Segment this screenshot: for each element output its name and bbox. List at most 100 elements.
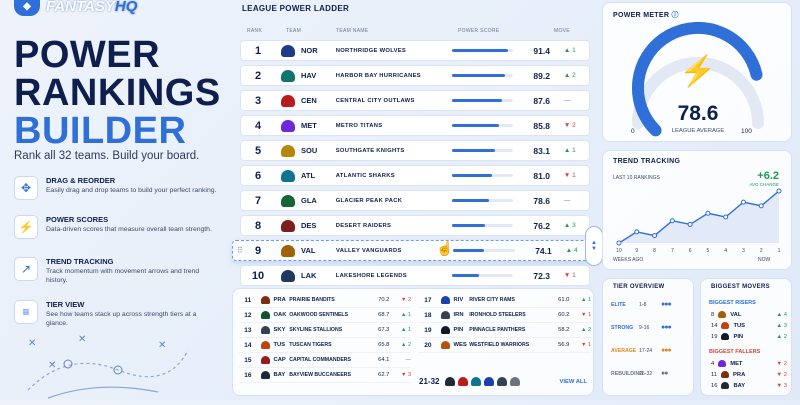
ladder-row[interactable]: 5 SOU SOUTHGATE KNIGHTS 83.1 ▲ 1 [240,140,590,161]
team-abbr: PRA [273,297,286,303]
ladder-row[interactable]: 10 LAK LAKESHORE LEGENDS 72.3 ▼ 1 [240,265,590,286]
lower-rank-row[interactable]: 20 WES WESTFIELD WARRIORS 56.9 ▼ 1 [419,338,591,353]
lower-rank-row[interactable]: 13 SKY SKYLINE STALLIONS 67.3 ▲ 1 [239,323,411,338]
power-score-bar [451,49,514,52]
team-helmet-icon [471,377,482,386]
lower-rank-row[interactable]: 11 PRA PRAIRIE BANDITS 70.2 ▼ 2 [239,293,411,308]
hero-line-1: POWER [14,34,161,76]
mover-row[interactable]: 4 MET ▼ 2 [711,360,787,367]
meter-value: 78.6 [677,102,719,125]
team-group-icon: ●●● [661,347,672,354]
ladder-row[interactable]: 8 DES DESERT RAIDERS 76.2 ▲ 3 [240,215,590,236]
tier-row: REBUILDING 25-32 ●● [611,370,691,377]
rank-number: 11 [711,371,718,378]
chevron-down-icon[interactable]: ▼ [591,246,597,252]
power-score-bar [451,99,514,102]
move-indicator: ▼ 1 [580,312,591,318]
move-indicator: ▲ 2 [400,342,411,348]
move-indicator: ▲ 2 [776,333,787,340]
team-abbr: HAV [301,71,317,80]
mover-row[interactable]: 19 PIN ▲ 2 [711,333,787,340]
trend-x-right: NOW [758,257,771,263]
mover-row[interactable]: 8 VAL ▲ 4 [711,311,787,318]
left-hero-panel: ◆ FANTASYHQ POWER RANKINGS BUILDER Rank … [0,0,225,400]
tier-name: REBUILDING [611,370,644,377]
team-abbr: TUS [273,342,286,348]
power-score-bar [451,124,514,127]
team-abbr: LAK [301,271,317,280]
lower-rank-row[interactable]: 19 PIN PINNACLE PANTHERS 58.2 ▲ 2 [419,323,591,338]
trend-point [652,233,658,239]
lower-rank-row[interactable]: 17 RIV RIVER CITY RAMS 61.0 ▲ 1 [419,293,591,308]
trend-point [740,199,746,205]
team-name: ATLANTIC SHARKS [335,172,395,179]
mover-row[interactable]: 14 TUS ▲ 3 [711,322,787,329]
team-abbr: PRA [733,371,746,378]
feature-title: TREND TRACKING [46,257,114,266]
hero-subtitle: Rank all 32 teams. Build your board. [14,150,200,162]
power-score: 64.1 [378,357,390,363]
feature-trend: ↗ TREND TRACKING Track momentum with move… [14,257,219,285]
meter-max: 100 [741,128,752,135]
move-indicator: ▼ 2 [776,371,787,378]
trend-point [758,203,764,209]
power-score-bar [452,249,515,252]
team-helmet-icon [281,269,295,282]
lower-rank-row[interactable]: 18 IRN IRONHOLD STEELERS 60.2 ▼ 1 [419,308,591,323]
ladder-row[interactable]: 6 ATL ATLANTIC SHARKS 81.0 ▼ 1 [240,165,590,186]
lower-rank-row[interactable]: 14 TUS TUSCAN TIGERS 65.8 ▲ 2 [239,338,411,353]
rank-number: 15 [244,356,252,364]
team-helmet-icon [721,333,730,340]
drag-handle-icon[interactable]: ⠿ [237,246,243,255]
brand-name: FANTASY [46,0,115,15]
power-score: 81.0 [533,170,550,181]
feature-desc: Easily drag and drop teams to build your… [46,187,217,194]
ladder-row[interactable]: 7 GLA GLACIER PEAK PACK 78.6 — [240,190,590,211]
lower-rank-row[interactable]: 15 CAP CAPITAL COMMANDERS 64.1 — [239,353,411,368]
chevron-up-icon[interactable]: ▲ [591,240,597,246]
team-name: RIVER CITY RAMS [469,297,515,303]
power-score-bar [451,74,514,77]
power-score: 67.3 [378,327,390,333]
trend-x-tick: 7 [671,248,674,254]
trend-point [687,221,693,227]
mover-row[interactable]: 11 PRA ▼ 2 [711,371,787,378]
rank-number: 19 [424,326,432,334]
trend-change-label: AVG CHANGE [749,182,779,187]
move-indicator: ▲ 4 [776,311,787,318]
rank-number: 3 [254,94,262,107]
rank-number: 13 [244,326,252,334]
view-all-link[interactable]: VIEW ALL [559,378,587,385]
ladder-row[interactable]: 2 HAV HARBOR BAY HURRICANES 89.2 ▲ 2 [240,65,590,86]
move-indicator: ▲ 4 [565,247,578,254]
team-helmet-icon [440,311,450,319]
team-helmet-icon [260,371,270,379]
lightning-icon: ⚡ [14,215,38,239]
hero-title: POWER RANKINGS BUILDER [14,36,221,150]
power-score: 72.3 [533,270,550,281]
team-helmet-icon [721,322,730,329]
team-abbr: OAK [273,312,287,318]
trend-subtitle: LAST 10 RANKINGS [613,175,660,181]
team-group-icon: ●●● [661,301,672,308]
power-score: 70.2 [378,297,390,303]
ladder-row[interactable]: 3 CEN CENTRAL CITY OUTLAWS 87.6 — [240,90,590,111]
ladder-row[interactable]: 1 NOR NORTHRIDGE WOLVES 91.4 ▲ 1 [240,40,590,61]
team-name: BAYVIEW BUCCANEERS [289,372,352,378]
lower-rank-row[interactable]: 16 BAY BAYVIEW BUCCANEERS 62.7 ▼ 3 [239,368,411,383]
brand-name-accent: HQ [114,0,138,15]
feature-title: DRAG & REORDER [46,176,116,185]
mover-row[interactable]: 16 BAY ▼ 3 [711,382,787,389]
team-name: PRAIRIE BANDITS [289,297,335,303]
team-name: CENTRAL CITY OUTLAWS [335,97,415,104]
power-score-fill [451,99,503,102]
ladder-row[interactable]: 4 MET METRO TITANS 85.8 ▼ 2 [240,115,590,136]
tier-name: ELITE [611,301,626,308]
lower-rank-row[interactable]: 12 OAK OAKWOOD SENTINELS 68.7 ▲ 1 [239,308,411,323]
trend-x-tick: 8 [653,248,656,254]
team-name: DESERT RAIDERS [335,222,392,229]
reorder-arrows-button[interactable]: ▲ ▼ [585,226,603,266]
ladder-row[interactable]: ⠿ 9 VAL VALLEY VANGUARDS 74.1 ▲ 4 [232,240,592,261]
team-helmet-icon [281,44,295,57]
info-icon[interactable]: ⓘ [671,12,679,19]
